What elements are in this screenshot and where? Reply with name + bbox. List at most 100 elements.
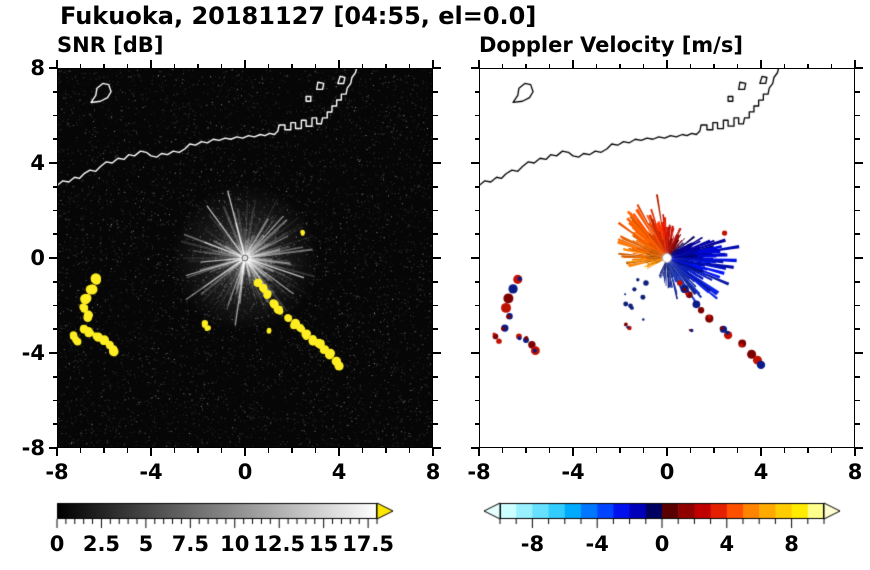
velocity-panel-title: Doppler Velocity [m/s] <box>479 33 743 57</box>
tick-label: 8 <box>425 460 441 484</box>
axis-tick <box>855 90 860 93</box>
axis-tick <box>49 162 57 164</box>
axis-tick <box>642 448 645 453</box>
axis-tick <box>474 138 479 141</box>
axis-tick <box>338 60 340 68</box>
axis-tick <box>548 63 551 68</box>
axis-tick <box>830 63 833 68</box>
axis-tick <box>361 448 364 453</box>
axis-tick <box>52 375 57 378</box>
axis-tick <box>361 63 364 68</box>
axis-tick <box>689 448 692 453</box>
axis-tick <box>150 448 152 456</box>
axis-tick <box>408 63 411 68</box>
tick-label: -4 <box>139 460 163 484</box>
axis-tick <box>474 423 479 426</box>
axis-tick <box>52 280 57 283</box>
tick-label: 0 <box>237 460 253 484</box>
axis-tick <box>854 60 856 68</box>
axis-tick <box>855 447 863 449</box>
axis-tick <box>267 63 270 68</box>
axis-tick <box>173 63 176 68</box>
tick-label: 8 <box>30 56 45 80</box>
axis-tick <box>314 63 317 68</box>
axis-tick <box>433 90 438 93</box>
axis-tick <box>52 209 57 212</box>
axis-tick <box>56 60 58 68</box>
colorbar-tick-label: -8 <box>520 532 545 556</box>
colorbar-tick-label: 12.5 <box>253 532 306 556</box>
axis-tick <box>855 375 860 378</box>
axis-tick <box>855 257 863 259</box>
axis-tick <box>501 448 504 453</box>
axis-tick <box>408 448 411 453</box>
axis-tick <box>855 352 863 354</box>
axis-tick <box>433 185 438 188</box>
axis-tick <box>126 63 129 68</box>
axis-tick <box>433 280 438 283</box>
tick-label: 0 <box>30 246 45 270</box>
axis-tick <box>666 448 668 456</box>
colorbar-tick-label: 10 <box>220 532 250 556</box>
axis-tick <box>736 63 739 68</box>
axis-tick <box>433 399 438 402</box>
colorbar-tick-label: 5 <box>138 532 154 556</box>
axis-tick <box>619 448 621 453</box>
axis-tick <box>855 280 860 283</box>
axis-tick <box>474 399 479 402</box>
axis-tick <box>807 63 809 68</box>
axis-tick <box>855 423 860 426</box>
axis-tick <box>267 448 270 453</box>
axis-tick <box>783 448 786 453</box>
axis-tick <box>385 63 387 68</box>
axis-tick <box>595 63 598 68</box>
axis-tick <box>52 423 57 426</box>
axis-tick <box>432 60 434 68</box>
axis-tick <box>433 257 441 259</box>
axis-tick <box>150 60 152 68</box>
axis-tick <box>433 304 438 307</box>
axis-tick <box>478 60 480 68</box>
figure-title: Fukuoka, 20181127 [04:55, el=0.0] <box>60 2 537 30</box>
axis-tick <box>433 138 438 141</box>
colorbar-tick-label: 15 <box>309 532 339 556</box>
axis-tick <box>52 304 57 307</box>
axis-tick <box>471 447 479 449</box>
axis-tick <box>433 114 438 117</box>
colorbar-tick-label: -4 <box>585 532 609 556</box>
axis-tick <box>49 352 57 354</box>
axis-tick <box>433 447 441 449</box>
axis-tick <box>433 328 438 331</box>
axis-tick <box>855 328 860 331</box>
axis-tick <box>501 63 504 68</box>
axis-tick <box>474 185 479 188</box>
axis-tick <box>471 67 479 69</box>
axis-tick <box>736 448 739 453</box>
axis-tick <box>783 63 786 68</box>
axis-tick <box>220 448 223 453</box>
axis-tick <box>572 448 574 456</box>
tick-label: -4 <box>561 460 585 484</box>
axis-tick <box>314 448 317 453</box>
axis-tick <box>474 114 479 117</box>
axis-tick <box>474 280 479 283</box>
axis-tick <box>52 233 57 236</box>
axis-tick <box>291 448 293 453</box>
axis-tick <box>52 90 57 93</box>
axis-tick <box>854 448 856 456</box>
axis-tick <box>548 448 551 453</box>
tick-label: -8 <box>467 460 491 484</box>
axis-tick <box>433 67 441 69</box>
tick-label: -8 <box>21 436 45 460</box>
colorbar-tick-label: 17.5 <box>342 532 395 556</box>
axis-tick <box>855 304 860 307</box>
axis-tick <box>572 60 574 68</box>
axis-tick <box>56 448 58 456</box>
colorbar-tick-label: 8 <box>784 532 799 556</box>
axis-tick <box>525 448 527 453</box>
axis-tick <box>433 352 441 354</box>
tick-label: -4 <box>21 341 45 365</box>
colorbar-tick-label: 4 <box>719 532 735 556</box>
tick-label: 0 <box>659 460 675 484</box>
